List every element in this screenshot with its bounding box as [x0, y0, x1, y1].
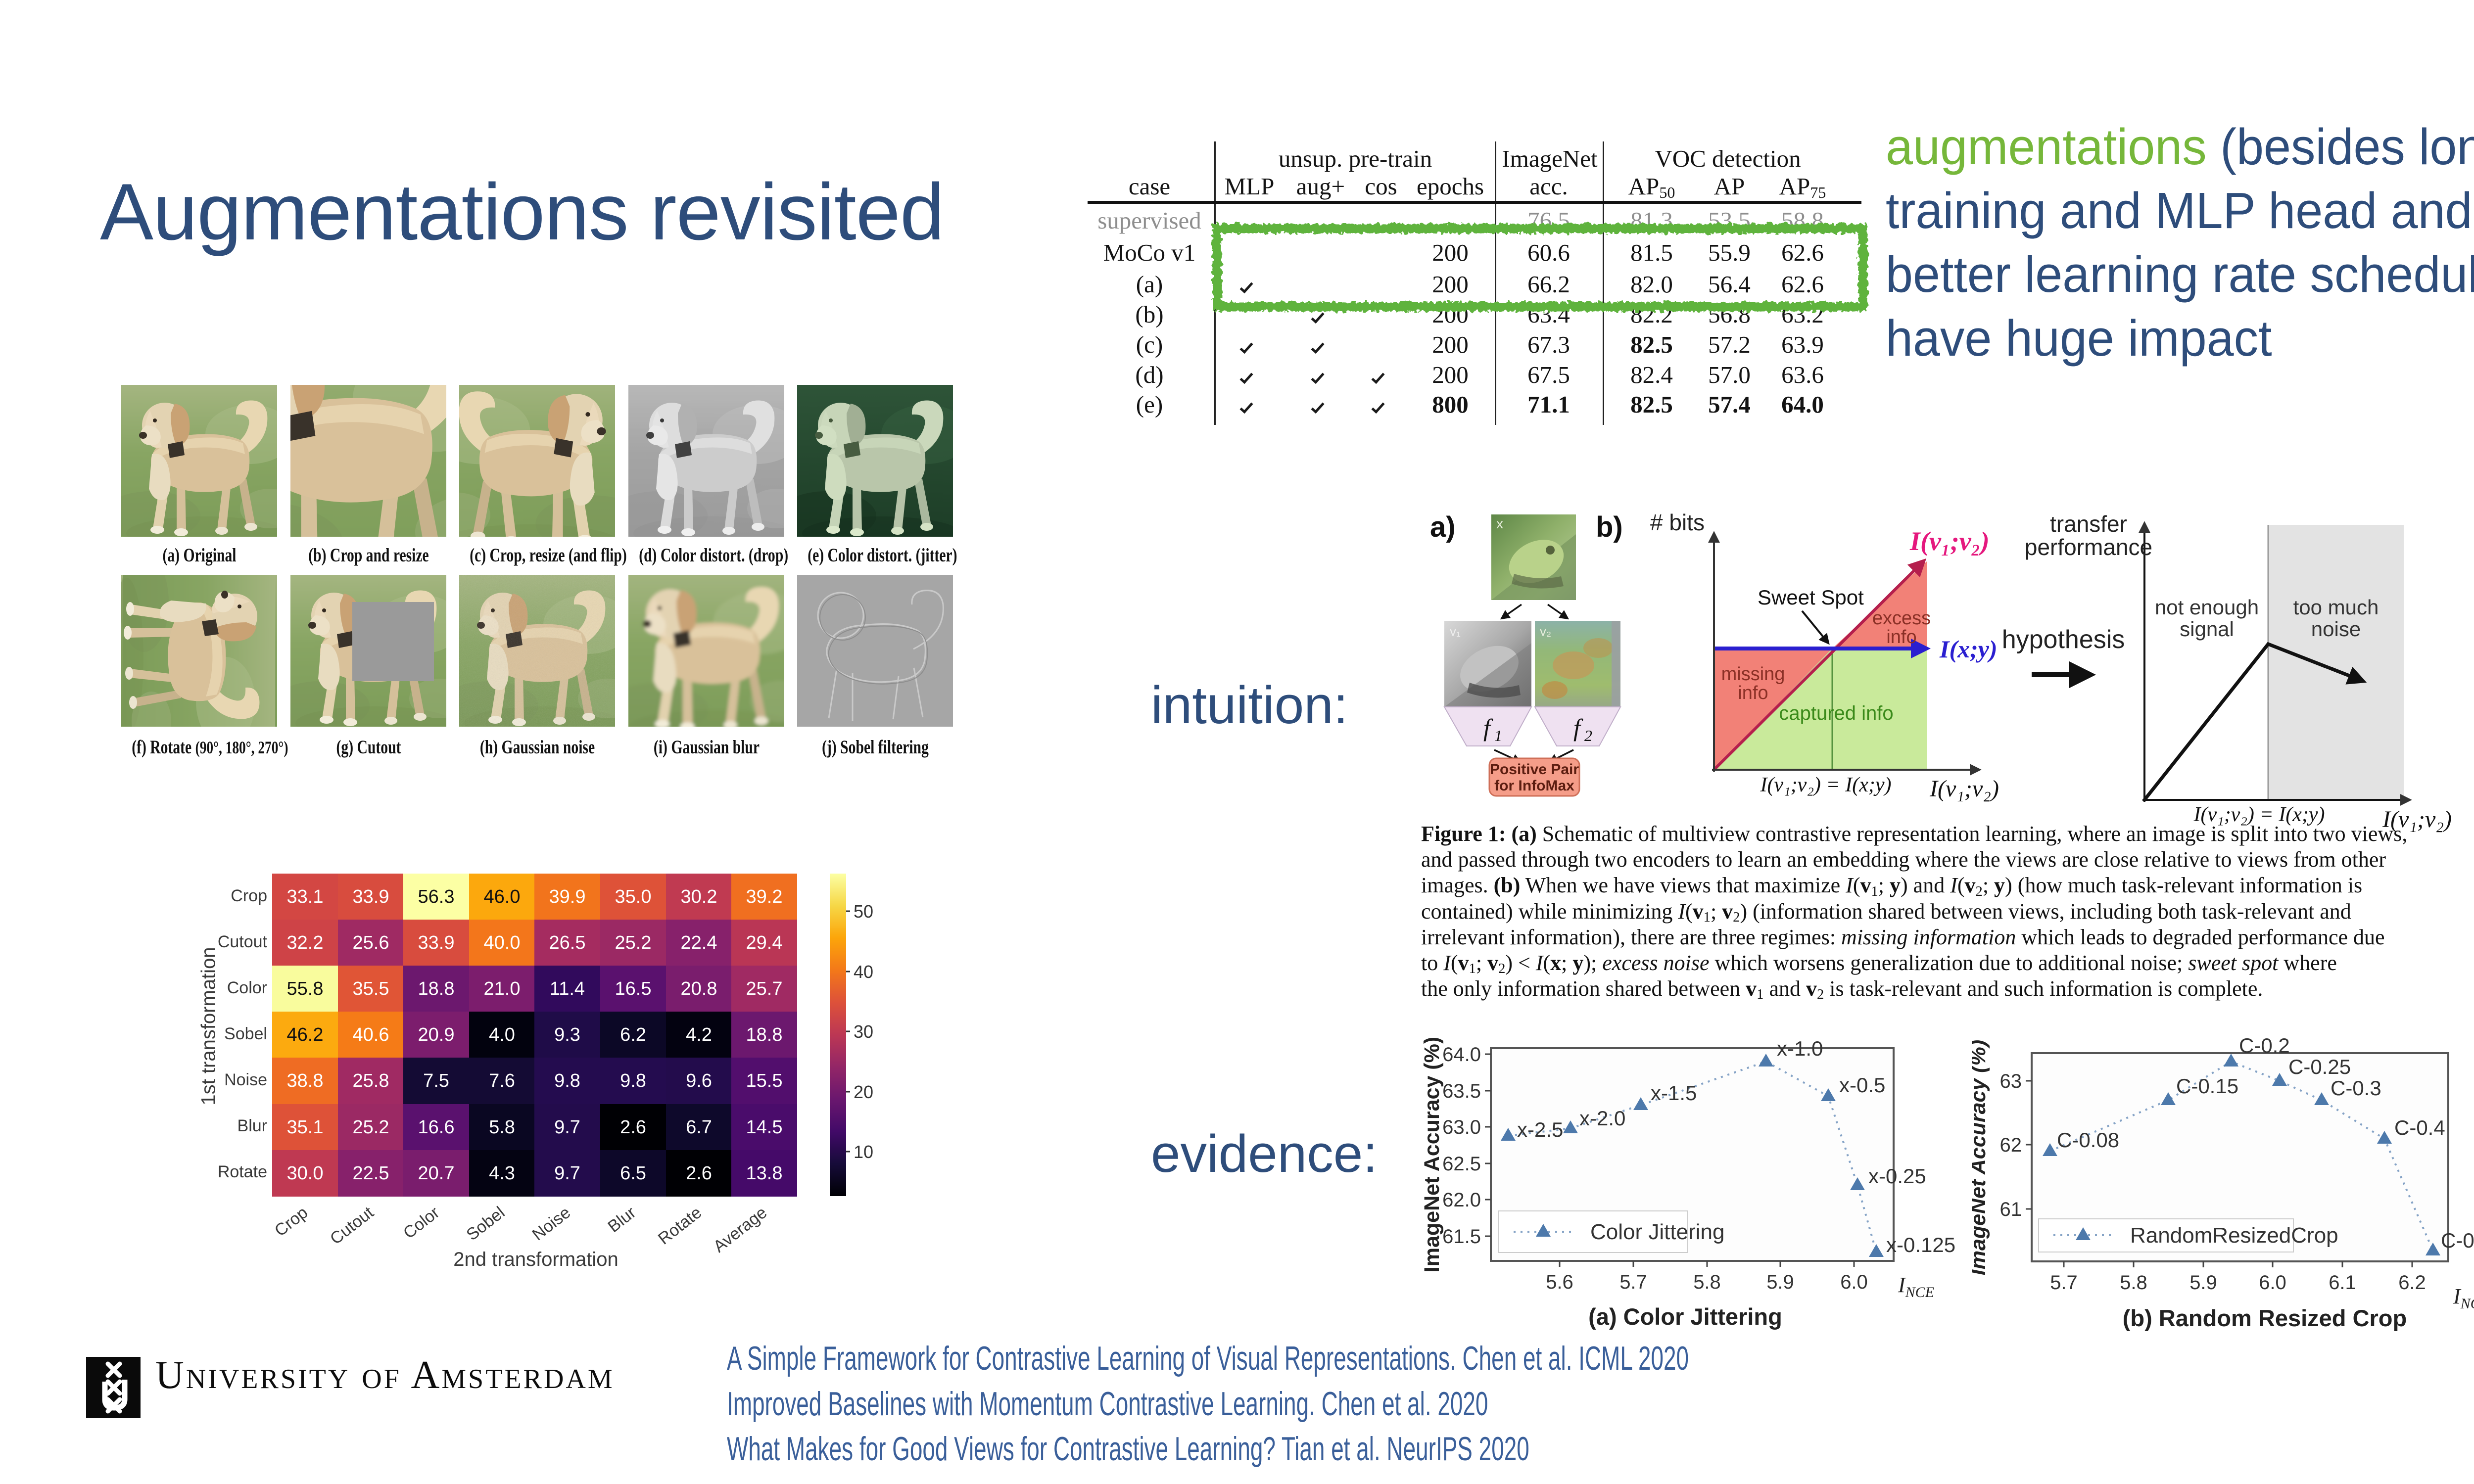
svg-text:info: info [1886, 627, 1916, 648]
svg-text:RandomResizedCrop: RandomResizedCrop [2130, 1223, 2338, 1248]
svg-text:v₂: v₂ [1540, 624, 1551, 639]
svg-text:61: 61 [2000, 1199, 2022, 1220]
svg-text:5.7: 5.7 [1619, 1271, 1647, 1293]
svg-text:ImageNet Accuracy (%): ImageNet Accuracy (%) [1972, 1040, 1990, 1275]
svg-text:I(v₁;v₂): I(v₁;v₂) [1929, 776, 1999, 802]
svg-text:5.9: 5.9 [1766, 1271, 1794, 1293]
svg-text:C-0.5: C-0.5 [2441, 1229, 2474, 1252]
svg-text:50: 50 [854, 901, 873, 922]
svg-text:C-0.2: C-0.2 [2239, 1034, 2290, 1057]
svg-text:64.0: 64.0 [1442, 1044, 1481, 1066]
svg-text:a): a) [1430, 511, 1456, 543]
svg-text:x-0.125: x-0.125 [1886, 1233, 1955, 1256]
svg-text:x-2.0: x-2.0 [1579, 1107, 1625, 1130]
svg-text:b): b) [1596, 511, 1623, 543]
svg-text:6.0: 6.0 [1840, 1271, 1868, 1293]
svg-text:too much: too much [2293, 596, 2379, 619]
svg-text:v₁: v₁ [1450, 624, 1461, 639]
svg-text:5.7: 5.7 [2050, 1272, 2078, 1294]
svg-text:Sweet Spot: Sweet Spot [1758, 586, 1864, 609]
svg-text:62: 62 [2000, 1134, 2022, 1156]
svg-text:1: 1 [1494, 727, 1502, 744]
svg-text:transfer: transfer [2050, 511, 2127, 537]
svg-text:x-1.0: x-1.0 [1777, 1037, 1823, 1060]
svg-text:Positive Pair: Positive Pair [1490, 761, 1579, 778]
svg-text:x-0.25: x-0.25 [1868, 1164, 1926, 1188]
svg-text:hypothesis: hypothesis [2002, 625, 2125, 654]
svg-text:ImageNet Accuracy (%): ImageNet Accuracy (%) [1420, 1037, 1444, 1272]
svg-text:C-0.3: C-0.3 [2331, 1076, 2381, 1100]
svg-text:63.0: 63.0 [1442, 1116, 1481, 1138]
svg-text:5.8: 5.8 [2120, 1272, 2147, 1294]
svg-text:I(x;y): I(x;y) [1939, 635, 1998, 663]
svg-text:x-2.5: x-2.5 [1517, 1118, 1563, 1141]
svg-text:not enough: not enough [2155, 596, 2259, 619]
svg-text:C-0.15: C-0.15 [2176, 1074, 2238, 1098]
svg-text:C-0.4: C-0.4 [2394, 1116, 2445, 1139]
svg-text:(b) Random Resized Crop: (b) Random Resized Crop [2123, 1305, 2407, 1331]
svg-text:excess: excess [1872, 608, 1931, 629]
svg-text:5.9: 5.9 [2189, 1272, 2217, 1294]
svg-text:30: 30 [854, 1021, 873, 1042]
svg-text:C-0.08: C-0.08 [2057, 1128, 2119, 1152]
svg-text:6.1: 6.1 [2329, 1272, 2356, 1294]
svg-text:40: 40 [854, 962, 873, 982]
svg-text:I(v₁;v₂): I(v₁;v₂) [2382, 806, 2452, 833]
svg-text:I(v₁;v₂) = I(x;y): I(v₁;v₂) = I(x;y) [1760, 774, 1891, 796]
svg-text:signal: signal [2180, 617, 2234, 641]
svg-text:6.2: 6.2 [2398, 1272, 2426, 1294]
svg-text:x-0.5: x-0.5 [1839, 1073, 1885, 1097]
svg-text:20: 20 [854, 1082, 873, 1102]
svg-text:2: 2 [1584, 727, 1592, 744]
svg-text:captured info: captured info [1779, 702, 1893, 724]
svg-text:noise: noise [2311, 617, 2361, 641]
svg-text:# bits: # bits [1650, 510, 1705, 535]
svg-text:62.0: 62.0 [1442, 1189, 1481, 1211]
svg-text:x: x [1496, 516, 1503, 531]
svg-text:INCE: INCE [2453, 1284, 2474, 1312]
svg-text:I(v₁;v₂): I(v₁;v₂) [1909, 526, 1990, 556]
svg-text:C-0.25: C-0.25 [2288, 1055, 2351, 1078]
svg-text:5.6: 5.6 [1546, 1271, 1573, 1293]
svg-text:Color Jittering: Color Jittering [1590, 1220, 1724, 1244]
svg-text:5.8: 5.8 [1693, 1271, 1721, 1293]
svg-text:I(v₁;v₂) = I(x;y): I(v₁;v₂) = I(x;y) [2193, 803, 2325, 826]
svg-text:x-1.5: x-1.5 [1651, 1081, 1697, 1105]
svg-text:62.5: 62.5 [1442, 1153, 1481, 1175]
svg-text:10: 10 [854, 1142, 873, 1162]
svg-text:63: 63 [2000, 1070, 2022, 1092]
svg-text:(a) Color Jittering: (a) Color Jittering [1588, 1303, 1782, 1330]
svg-text:61.5: 61.5 [1442, 1226, 1481, 1248]
svg-text:63.5: 63.5 [1442, 1080, 1481, 1102]
svg-text:performance: performance [2025, 534, 2152, 560]
svg-text:missing: missing [1721, 664, 1785, 685]
svg-text:info: info [1738, 683, 1768, 703]
svg-text:INCE: INCE [1898, 1273, 1934, 1300]
svg-text:for InfoMax: for InfoMax [1494, 778, 1574, 794]
svg-text:6.0: 6.0 [2259, 1272, 2286, 1294]
